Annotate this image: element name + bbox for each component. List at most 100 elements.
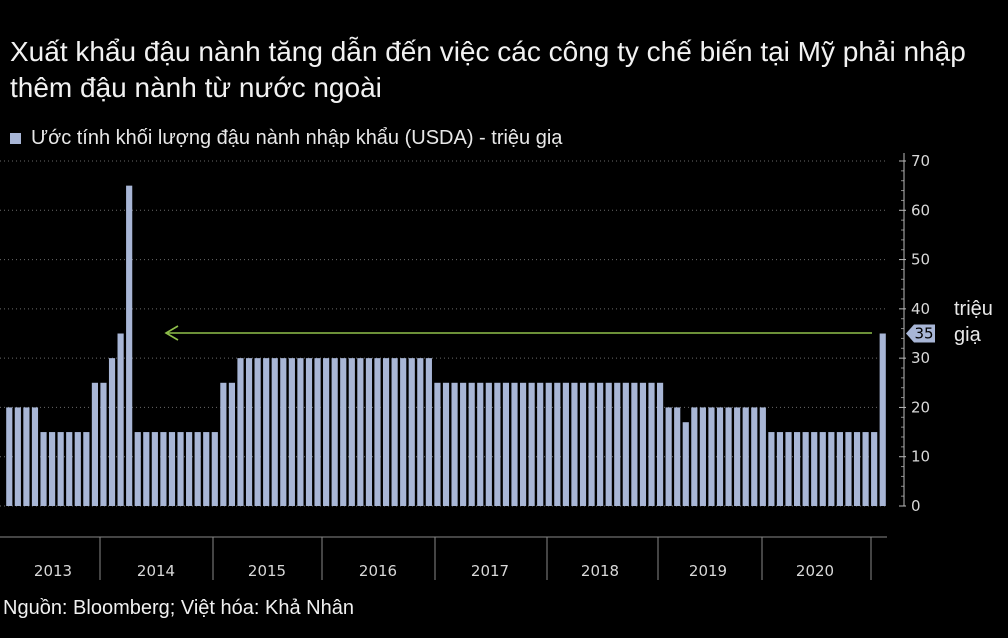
last-value-callout	[906, 324, 935, 343]
bar	[656, 382, 664, 506]
bar	[288, 358, 295, 506]
chart-title: Xuất khẩu đậu nành tăng dẫn đến việc các…	[10, 36, 966, 103]
y-axis-unit: triệu giạ	[954, 298, 993, 346]
bar	[879, 333, 886, 506]
bar	[49, 432, 56, 506]
bar	[160, 432, 167, 506]
x-tick-label: 2016	[359, 562, 397, 580]
bar	[23, 407, 30, 506]
legend-label: Ước tính khối lượng đậu nành nhập khẩu (…	[31, 127, 563, 149]
bar	[151, 432, 158, 506]
bar	[31, 407, 39, 506]
bar	[408, 358, 415, 506]
bar	[177, 432, 184, 506]
bar	[228, 382, 236, 506]
bar	[708, 407, 715, 506]
bar	[785, 432, 792, 506]
bar	[391, 358, 398, 506]
y-tick-label: 60	[911, 201, 930, 219]
bar	[434, 382, 441, 506]
bar	[314, 358, 321, 506]
x-tick-label: 2018	[581, 562, 619, 580]
bar	[579, 382, 587, 506]
bar	[588, 382, 595, 506]
bar	[485, 382, 492, 506]
bar	[468, 382, 475, 506]
bar	[648, 382, 655, 506]
bar	[528, 382, 535, 506]
bar	[451, 382, 458, 506]
bar	[502, 382, 510, 506]
x-tick-label: 2017	[471, 562, 509, 580]
bar	[759, 407, 766, 506]
bar	[91, 382, 98, 506]
bar	[143, 432, 150, 506]
bar	[442, 382, 450, 506]
bar	[57, 432, 64, 506]
bar	[691, 407, 698, 506]
bar	[665, 407, 672, 506]
bar	[203, 432, 210, 506]
y-tick-label: 0	[911, 497, 921, 515]
bar	[271, 358, 278, 506]
bar	[819, 432, 826, 506]
bar	[357, 358, 364, 506]
bar	[605, 382, 612, 506]
bar	[562, 382, 569, 506]
bar	[597, 382, 604, 506]
bar	[511, 382, 518, 506]
bar	[828, 432, 835, 506]
x-tick-label: 2014	[137, 562, 175, 580]
bar	[374, 358, 381, 506]
y-tick-label: 30	[911, 349, 930, 367]
bar	[794, 432, 801, 506]
bar	[263, 358, 270, 506]
legend-swatch	[10, 133, 21, 144]
bar	[83, 432, 90, 506]
bar	[545, 382, 552, 506]
last-value-label: 35	[914, 325, 933, 343]
bar	[237, 358, 244, 506]
bar	[117, 333, 124, 506]
x-tick-label: 2013	[34, 562, 72, 580]
bar	[382, 358, 390, 506]
bar	[100, 382, 107, 506]
x-tick-label: 2015	[248, 562, 286, 580]
bar	[14, 407, 21, 506]
bar	[108, 358, 116, 506]
bar	[417, 358, 424, 506]
bar	[776, 432, 784, 506]
x-axis: 2013 2014 2015 2016 2017 2018 2019 2020	[0, 536, 887, 580]
bar	[537, 382, 544, 506]
bar	[674, 407, 681, 506]
legend: Ước tính khối lượng đậu nành nhập khẩu (…	[10, 127, 562, 150]
bar	[802, 432, 809, 506]
bar	[280, 358, 287, 506]
annotation: 35	[164, 324, 935, 343]
bar	[297, 358, 304, 506]
bar	[716, 407, 724, 506]
y-axis: 0 10 20 30 40 50 60 70	[899, 152, 930, 515]
bar	[811, 432, 818, 506]
bar	[40, 432, 47, 506]
bar	[734, 407, 741, 506]
y-tick-label: 40	[911, 300, 930, 318]
bar	[494, 382, 501, 506]
bar	[305, 358, 313, 506]
bar	[682, 422, 689, 506]
bar	[254, 358, 261, 506]
bars	[6, 185, 886, 506]
bar	[477, 382, 484, 506]
bar	[331, 358, 338, 506]
bar	[6, 407, 13, 506]
bar	[631, 382, 638, 506]
bar	[323, 358, 330, 506]
bar	[725, 407, 732, 506]
bar	[571, 382, 578, 506]
bar	[425, 358, 432, 506]
bar	[245, 358, 253, 506]
bar	[74, 432, 81, 506]
bar	[348, 358, 355, 506]
bar	[134, 432, 141, 506]
